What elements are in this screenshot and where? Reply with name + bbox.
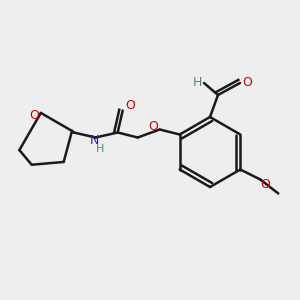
Text: O: O [29, 110, 39, 122]
Text: N: N [90, 134, 99, 147]
Text: O: O [148, 120, 158, 133]
Text: O: O [260, 178, 270, 191]
Text: H: H [95, 145, 104, 154]
Text: O: O [242, 76, 252, 89]
Text: H: H [192, 76, 202, 89]
Text: O: O [125, 99, 135, 112]
